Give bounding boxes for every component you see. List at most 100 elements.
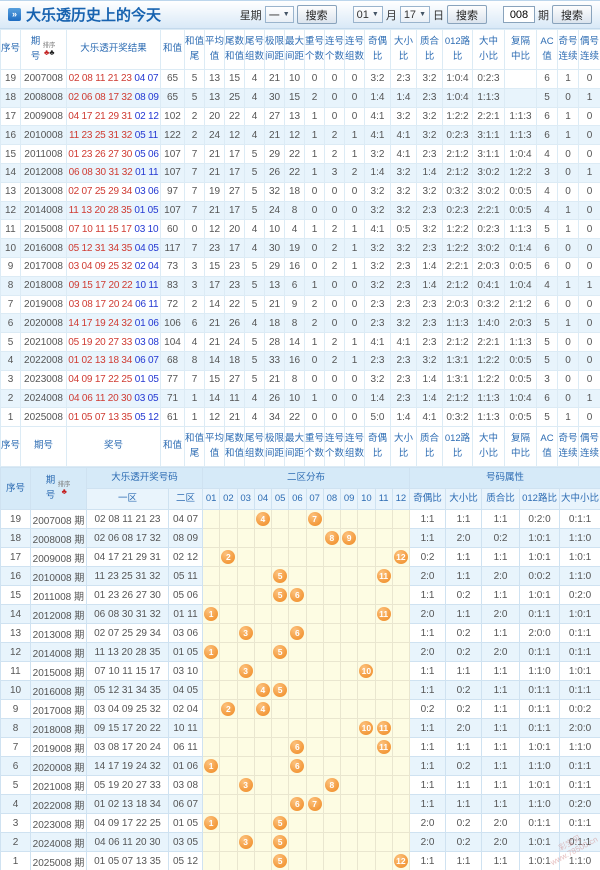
stat-cell: 0	[324, 294, 345, 315]
stat-cell: 21	[204, 332, 225, 352]
dist-cell	[236, 509, 255, 530]
lottery-ball: 4	[255, 683, 270, 698]
dist-cell	[271, 718, 290, 739]
attr-cell: 1:1:0	[559, 566, 600, 587]
t1-col-header: 重号 个数	[304, 426, 325, 468]
attr-cell: 2:0	[481, 813, 521, 834]
lottery-ball: 11	[376, 740, 391, 755]
dist-cell	[322, 604, 342, 625]
t1-col-header: 极限 间距	[264, 426, 285, 468]
stat-cell: 5	[244, 275, 265, 296]
issue-cell: 2020008	[20, 313, 67, 334]
t1-col-header: 序号	[0, 29, 21, 70]
stat-cell: 1:2:2	[442, 238, 473, 258]
attr-cell: 0:2	[445, 756, 483, 777]
dist-cell	[253, 737, 273, 758]
search-by-date-button[interactable]: 搜索	[447, 5, 487, 24]
stat-cell: 8	[284, 313, 305, 334]
month-select[interactable]: 01 ▼	[352, 6, 383, 23]
dist-cell	[322, 509, 342, 530]
stat-cell: 5	[244, 350, 265, 371]
attr-cell: 0:2	[445, 680, 483, 701]
stat-cell: 0	[344, 294, 365, 315]
dist-cell	[253, 718, 273, 739]
dist-cell	[271, 604, 290, 625]
search-by-issue-button[interactable]: 搜索	[552, 5, 592, 24]
attr-cell: 1:1	[409, 851, 447, 870]
stat-cell: 4	[244, 407, 265, 428]
attr-cell: 1:0:1	[559, 661, 600, 682]
back-zone-numbers: 01 05	[134, 204, 159, 216]
search-by-weekday-button[interactable]: 搜索	[296, 5, 337, 24]
seq-cell: 8	[0, 718, 31, 739]
stat-cell: 0:3:2	[442, 407, 473, 428]
dist-cell	[340, 642, 359, 663]
sort-suit-icon[interactable]: ♣	[61, 487, 67, 497]
stat-cell: 0	[304, 69, 325, 89]
seq-cell: 3	[0, 369, 21, 390]
stat-cell: 22	[224, 106, 245, 127]
seq-cell: 13	[0, 623, 31, 644]
stat-cell: 3:2	[390, 106, 417, 127]
distribution-table-header-row-1: 序号期 号排序 ♣ 大乐透开奖号码 二区分布 号码属性	[0, 467, 600, 511]
stat-cell: 2	[344, 162, 365, 183]
result-cell: 14 17 19 24 32 01 06	[66, 313, 161, 334]
dist-cell	[288, 718, 307, 739]
stat-cell: 17	[204, 275, 225, 296]
seq-cell: 5	[0, 775, 31, 796]
attr-cell: 0:1:1	[559, 642, 600, 663]
stat-cell: 0	[344, 388, 365, 409]
front-zone-numbers: 02 07 25 29 34	[68, 186, 133, 198]
zone1-cell: 04 06 11 20 30	[86, 832, 169, 853]
stat-cell: 29	[264, 256, 285, 277]
dist-cell: 9	[340, 528, 359, 549]
lottery-ball: 11	[376, 721, 391, 736]
table-row: 13 2013008 02 07 25 29 34 03 06 97 7 19 27 5 32 1…	[0, 181, 600, 202]
attr-cell: 1:1	[481, 699, 521, 720]
sort-suit-icon[interactable]: ♣	[44, 48, 50, 57]
front-zone-numbers: 07 10 11 15 17	[68, 223, 132, 235]
table-row: 7 2019008 03 08 17 20 24 06 11 72 2 14 22 5 21 9 2…	[0, 294, 600, 315]
stat-cell: 21	[204, 200, 225, 221]
t1-col-header: 奇号 连续	[557, 426, 579, 468]
seq-cell: 2	[0, 832, 31, 853]
stat-cell: 2	[304, 87, 325, 108]
seq-cell: 10	[0, 238, 21, 258]
stat-cell: 102	[160, 106, 185, 127]
day-select[interactable]: 17 ▼	[399, 6, 430, 23]
stat-cell: 1:0:4	[504, 388, 537, 409]
zone2-cell: 03 06	[167, 623, 204, 644]
sort-suit-icon[interactable]: ♣	[49, 48, 55, 57]
dist-cell	[357, 642, 376, 663]
stat-cell: 5	[244, 144, 265, 164]
attr-cell: 2:0	[481, 604, 521, 625]
dist-cell	[219, 509, 238, 530]
sort-control[interactable]: 排序 ♣	[57, 481, 71, 496]
stat-cell: 1	[578, 388, 600, 409]
stat-cell: 4	[244, 238, 265, 258]
table-row: 19 2007008 期 02 08 11 21 23 04 07 4 7 1:1 1:1 1:…	[0, 509, 600, 530]
stat-cell: 2:2:1	[472, 200, 505, 221]
stat-cell: 2:3	[390, 369, 417, 390]
front-zone-numbers: 11 13 20 28 35	[68, 204, 132, 216]
issue-input[interactable]	[503, 6, 535, 23]
sort-control[interactable]: 排序 ♣♣	[42, 42, 56, 57]
t2-seq-header: 序号	[0, 467, 31, 511]
stat-cell: 0	[557, 350, 579, 371]
stat-cell: 13	[264, 275, 285, 296]
dist-cell	[374, 509, 393, 530]
dist-cell	[236, 547, 255, 568]
seq-cell: 11	[0, 661, 31, 682]
dist-cell	[219, 756, 238, 777]
dist-cell: 3	[236, 775, 255, 796]
attr-cell: 2:0	[409, 813, 447, 834]
attr-cell: 0:1:1	[519, 604, 561, 625]
dist-cell	[305, 585, 324, 606]
t1-col-header: 奇偶 比	[364, 426, 391, 468]
dist-cell: 2	[219, 699, 238, 720]
dist-cell	[236, 585, 255, 606]
dist-cell	[322, 699, 342, 720]
dist-cell	[322, 661, 342, 682]
weekday-select[interactable]: 一 ▼	[264, 6, 294, 23]
